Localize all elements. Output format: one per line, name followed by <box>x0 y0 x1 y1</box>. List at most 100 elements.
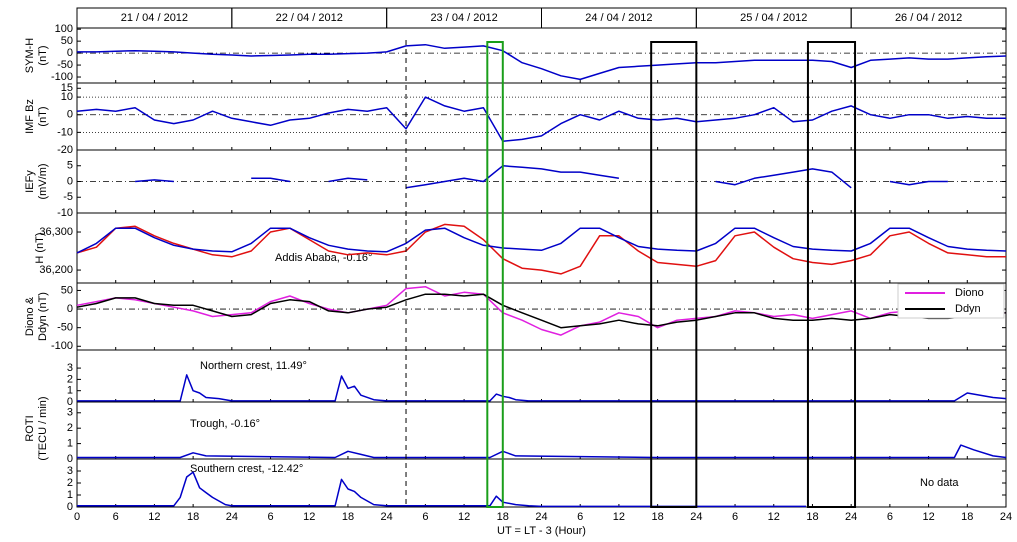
y-tick-label: 3 <box>67 362 73 374</box>
data-line <box>76 223 1006 275</box>
y-axis-label: SYM-H <box>24 38 36 74</box>
y-tick-label: -5 <box>63 191 73 203</box>
y-tick-label: 0 <box>67 47 73 59</box>
highlight-box <box>806 41 857 508</box>
x-tick-label: 0 <box>74 511 80 523</box>
y-tick-label: 100 <box>55 23 73 35</box>
x-tick-label: 12 <box>922 511 934 523</box>
x-tick-label: 6 <box>577 511 583 523</box>
x-tick-label: 12 <box>458 511 470 523</box>
y-tick-label: 3 <box>67 465 73 477</box>
x-tick-label: 12 <box>768 511 780 523</box>
legend-label: Diono <box>955 287 984 299</box>
y-tick-label: 15 <box>61 82 73 94</box>
x-tick-label: 6 <box>422 511 428 523</box>
y-tick-label: 2 <box>67 477 73 489</box>
panel-frame <box>76 349 1007 403</box>
y-axis-label: (TECU / min) <box>37 396 49 460</box>
x-tick-label: 18 <box>497 511 509 523</box>
date-label: 21 / 04 / 2012 <box>121 12 188 24</box>
x-tick-label: 6 <box>887 511 893 523</box>
y-tick-label: 2 <box>67 373 73 385</box>
y-tick-label: 0 <box>67 175 73 187</box>
legend-label: Ddyn <box>955 303 981 315</box>
y-tick-label: -10 <box>57 207 73 219</box>
annotation: Northern crest, 11.49° <box>200 360 307 372</box>
y-tick-label: 1 <box>67 385 73 397</box>
y-tick-label: 0 <box>67 109 73 121</box>
y-tick-label: -100 <box>51 71 73 83</box>
x-tick-label: 18 <box>806 511 818 523</box>
y-tick-label: -20 <box>57 144 73 156</box>
data-line <box>135 165 948 189</box>
y-axis-label: ROTI <box>24 415 36 441</box>
date-label: 24 / 04 / 2012 <box>585 12 652 24</box>
highlight-box <box>486 41 504 508</box>
data-line <box>76 285 1007 336</box>
x-tick-label: 12 <box>148 511 160 523</box>
highlight-box <box>650 41 698 508</box>
y-tick-label: -50 <box>57 59 73 71</box>
panel-frame <box>76 82 1007 151</box>
y-tick-label: 1 <box>67 489 73 501</box>
y-tick-label: 0 <box>67 303 73 315</box>
x-axis-label: UT = LT - 3 (Hour) <box>497 525 586 537</box>
data-line <box>77 471 806 508</box>
y-axis-label: IMF Bz <box>24 99 36 134</box>
data-line <box>76 96 1006 142</box>
annotation: Trough, -0.16° <box>190 418 260 430</box>
y-axis-label: H (nT) <box>34 232 46 263</box>
y-tick-label: 1 <box>67 438 73 450</box>
x-tick-label: 6 <box>113 511 119 523</box>
y-axis-label: IEFy <box>24 170 36 193</box>
y-tick-label: 50 <box>61 35 73 47</box>
x-tick-label: 12 <box>613 511 625 523</box>
y-tick-label: 3 <box>67 407 73 419</box>
date-label: 22 / 04 / 2012 <box>276 12 343 24</box>
y-axis-label: (nT) <box>37 45 49 65</box>
y-axis-label: Diono & <box>24 296 36 336</box>
x-tick-label: 18 <box>652 511 664 523</box>
y-axis-label: Ddyn (nT) <box>37 292 49 341</box>
x-tick-label: 24 <box>226 511 238 523</box>
y-axis-label: (mV/m) <box>37 163 49 199</box>
date-label: 26 / 04 / 2012 <box>895 12 962 24</box>
y-tick-label: 5 <box>67 160 73 172</box>
x-tick-label: 6 <box>732 511 738 523</box>
y-tick-label: 0 <box>67 396 73 408</box>
y-tick-label: 10 <box>61 91 73 103</box>
x-tick-label: 18 <box>342 511 354 523</box>
panel-frame <box>76 212 1007 284</box>
x-tick-label: 24 <box>381 511 393 523</box>
x-tick-label: 6 <box>267 511 273 523</box>
data-line <box>77 374 1007 402</box>
y-tick-label: -10 <box>57 126 73 138</box>
x-tick-label: 24 <box>845 511 857 523</box>
x-tick-label: 24 <box>535 511 547 523</box>
y-tick-label: 0 <box>67 501 73 513</box>
legend-box <box>897 283 1005 319</box>
y-tick-label: 36,200 <box>39 264 73 276</box>
date-label: 25 / 04 / 2012 <box>740 12 807 24</box>
y-tick-label: 0 <box>67 453 73 465</box>
data-line <box>76 293 1007 329</box>
data-line <box>77 444 1007 459</box>
data-line <box>77 43 1007 81</box>
y-tick-label: 2 <box>67 422 73 434</box>
x-tick-label: 24 <box>1000 511 1012 523</box>
y-tick-label: 36,300 <box>39 226 73 238</box>
data-line <box>76 227 1007 254</box>
panel-frame <box>76 27 1007 84</box>
x-tick-label: 24 <box>690 511 702 523</box>
y-axis-label: (nT) <box>37 106 49 126</box>
y-tick-label: -50 <box>57 322 73 334</box>
x-tick-label: 18 <box>961 511 973 523</box>
date-label: 23 / 04 / 2012 <box>430 12 497 24</box>
x-tick-label: 18 <box>187 511 199 523</box>
x-tick-label: 12 <box>303 511 315 523</box>
annotation: Southern crest, -12.42° <box>190 463 303 475</box>
y-tick-label: -100 <box>51 340 73 352</box>
annotation: No data <box>920 477 959 489</box>
panel-frame <box>76 401 1007 460</box>
